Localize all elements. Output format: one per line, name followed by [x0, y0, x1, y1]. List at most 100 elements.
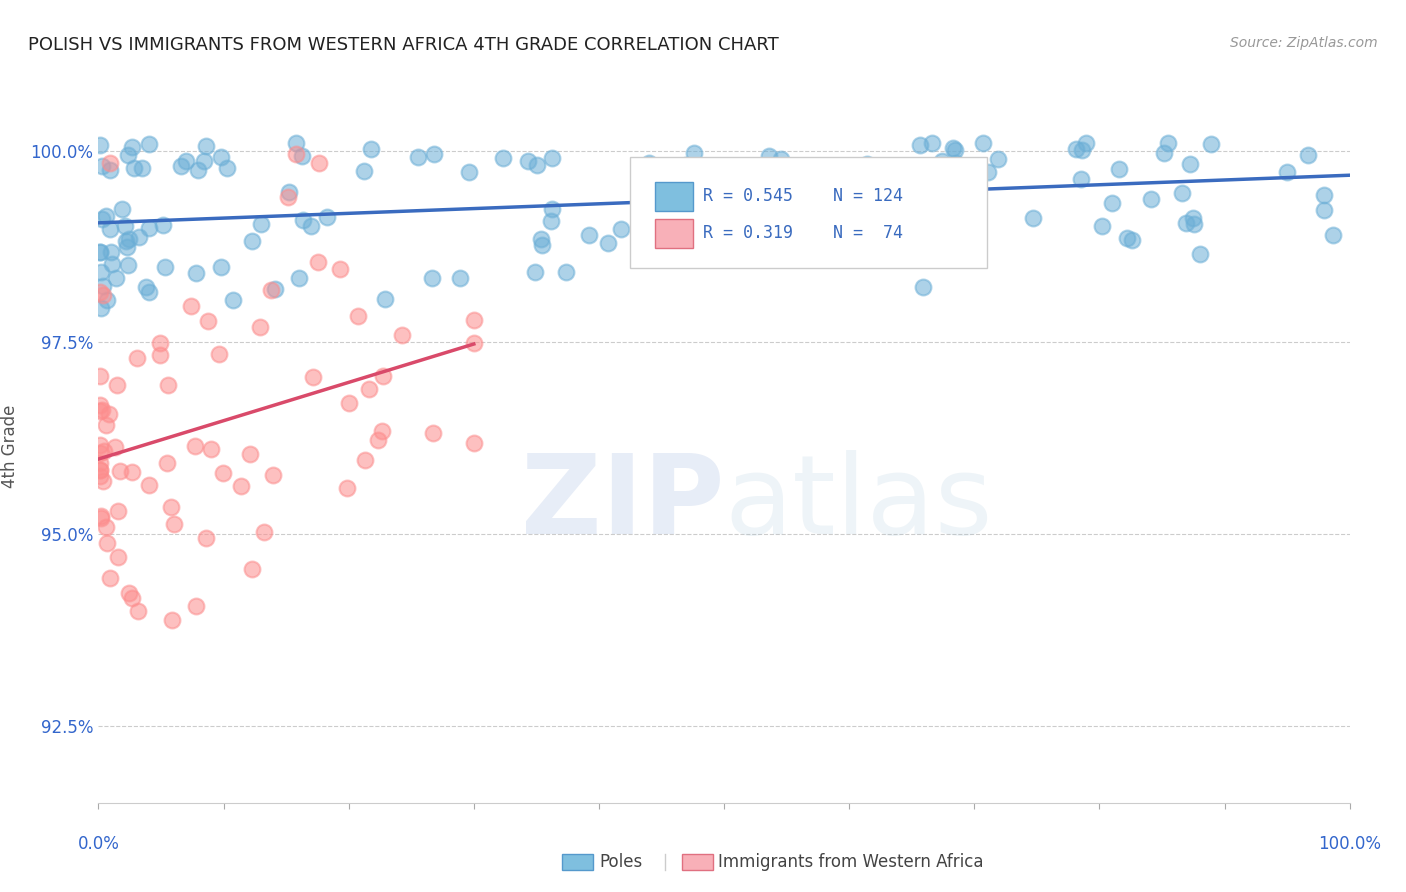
Point: [195, 139, 218, 153]
Text: Source: ZipAtlas.com: Source: ZipAtlas.com: [1230, 36, 1378, 50]
Point: [1174, 216, 1197, 230]
Point: [260, 283, 283, 297]
Point: [336, 481, 359, 495]
Point: [117, 148, 139, 162]
Point: [98, 571, 121, 585]
Point: [149, 348, 172, 362]
Point: [877, 161, 900, 176]
Point: [152, 219, 174, 233]
Point: [353, 164, 375, 178]
Point: [373, 369, 395, 384]
Point: [114, 219, 136, 233]
Point: [856, 156, 879, 170]
Point: [121, 465, 143, 479]
Point: [90, 212, 112, 227]
Point: [291, 212, 314, 227]
Point: [90, 265, 112, 279]
Point: [492, 151, 515, 165]
Point: [422, 425, 444, 440]
Point: [531, 237, 554, 252]
Point: [187, 163, 209, 178]
Point: [1322, 228, 1344, 243]
Point: [89, 285, 111, 299]
Point: [180, 299, 202, 313]
Point: [100, 163, 122, 178]
Point: [291, 149, 314, 163]
Point: [1298, 148, 1320, 162]
Point: [209, 149, 232, 163]
Point: [654, 197, 676, 211]
Point: [307, 254, 329, 268]
Y-axis label: 4th Grade: 4th Grade: [1, 404, 20, 488]
Point: [163, 517, 186, 532]
Point: [1070, 172, 1092, 186]
Point: [1121, 233, 1143, 247]
Point: [121, 591, 143, 605]
Point: [458, 165, 481, 179]
Point: [89, 403, 111, 417]
Point: [1275, 165, 1298, 179]
Point: [222, 293, 245, 307]
Point: [91, 475, 114, 489]
Point: [1313, 202, 1336, 217]
Text: Poles: Poles: [599, 853, 643, 871]
Text: 0.0%: 0.0%: [77, 835, 120, 853]
Point: [98, 408, 121, 422]
Point: [391, 328, 413, 343]
Point: [278, 185, 301, 199]
Point: [208, 347, 231, 361]
Point: [184, 266, 207, 280]
Point: [110, 202, 132, 216]
Point: [138, 285, 160, 299]
Point: [299, 219, 322, 234]
Point: [524, 264, 547, 278]
Point: [135, 279, 157, 293]
Point: [118, 232, 141, 246]
Point: [779, 195, 801, 210]
Text: atlas: atlas: [724, 450, 993, 557]
Point: [211, 260, 233, 274]
Point: [449, 270, 471, 285]
Point: [302, 370, 325, 384]
Point: [931, 153, 953, 168]
Point: [240, 562, 263, 576]
Point: [610, 222, 633, 236]
Point: [89, 462, 111, 476]
Point: [596, 236, 619, 251]
Point: [1199, 136, 1222, 151]
Text: POLISH VS IMMIGRANTS FROM WESTERN AFRICA 4TH GRADE CORRELATION CHART: POLISH VS IMMIGRANTS FROM WESTERN AFRICA…: [28, 36, 779, 54]
Point: [1022, 211, 1045, 225]
Point: [277, 190, 299, 204]
Point: [1312, 188, 1334, 202]
Point: [127, 351, 149, 366]
Point: [908, 138, 931, 153]
Point: [239, 447, 262, 461]
Point: [423, 147, 446, 161]
Point: [374, 293, 396, 307]
Point: [253, 525, 276, 540]
FancyBboxPatch shape: [655, 182, 693, 211]
Point: [93, 279, 115, 293]
Point: [215, 161, 238, 175]
Text: 100.0%: 100.0%: [1319, 835, 1381, 853]
Point: [91, 403, 114, 417]
Point: [1101, 196, 1123, 211]
Point: [1157, 136, 1180, 150]
Point: [156, 378, 179, 392]
Point: [121, 140, 143, 154]
Text: Immigrants from Western Africa: Immigrants from Western Africa: [718, 853, 984, 871]
Point: [156, 457, 179, 471]
Point: [89, 368, 111, 383]
Point: [541, 202, 564, 216]
Point: [89, 244, 111, 259]
Point: [1064, 142, 1087, 156]
Point: [184, 599, 207, 613]
Point: [637, 156, 659, 170]
Point: [107, 550, 129, 565]
Point: [115, 234, 138, 248]
Point: [128, 230, 150, 244]
Point: [972, 136, 994, 150]
Point: [90, 159, 112, 173]
Point: [976, 164, 998, 178]
Point: [1182, 211, 1205, 226]
